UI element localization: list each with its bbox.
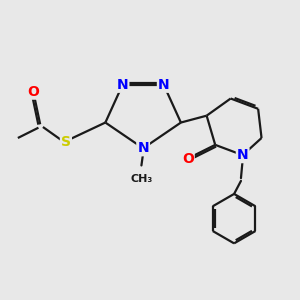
Text: O: O <box>182 152 194 166</box>
Text: N: N <box>237 148 248 162</box>
Text: CH₃: CH₃ <box>130 174 152 184</box>
Text: S: S <box>61 135 71 149</box>
Text: N: N <box>137 141 149 155</box>
Text: O: O <box>27 85 39 99</box>
Text: N: N <box>117 78 128 92</box>
Text: N: N <box>158 78 170 92</box>
